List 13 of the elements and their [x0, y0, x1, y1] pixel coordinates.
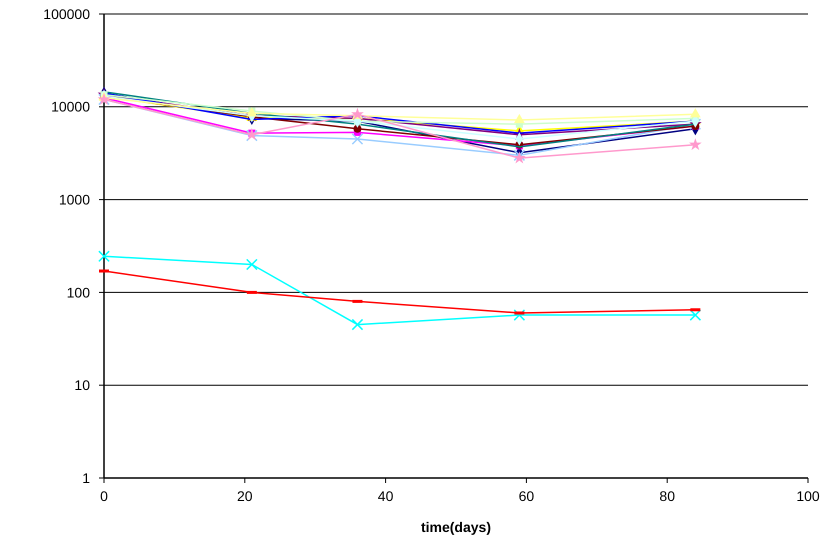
- y-tick-label: 10000: [51, 98, 90, 115]
- y-tick-label: 1000: [58, 192, 90, 208]
- x-tick-label: 20: [237, 488, 253, 504]
- x-tick-label: 0: [100, 488, 108, 504]
- x-tick-label: 80: [659, 488, 676, 504]
- x-tick-label: 100: [796, 488, 820, 504]
- y-tick-label: 1: [82, 470, 90, 486]
- x-tick-label: 40: [378, 488, 394, 504]
- y-tick-label: 10: [74, 377, 90, 394]
- y-tick-label: 100000: [43, 6, 90, 22]
- x-axis-title: time(days): [420, 519, 492, 535]
- y-tick-label: 100: [66, 284, 90, 300]
- x-tick-label: 60: [518, 488, 534, 504]
